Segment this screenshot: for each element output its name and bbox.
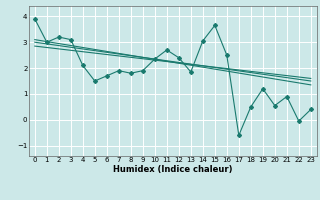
X-axis label: Humidex (Indice chaleur): Humidex (Indice chaleur) [113,165,233,174]
